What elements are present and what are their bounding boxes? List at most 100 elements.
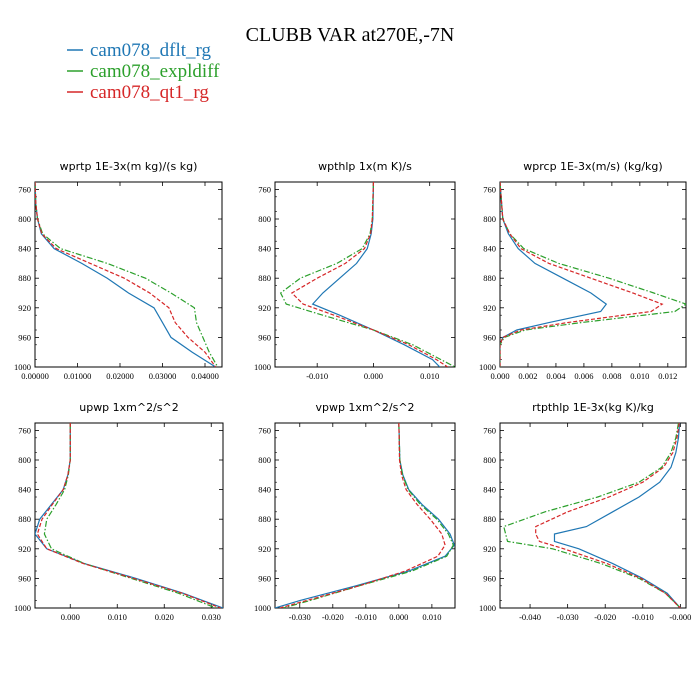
chart-panel: vpwp 1xm^2/s^2 760 800 840 880 920 960 1000 -0.0… <box>254 401 456 622</box>
chart-panel: wprtp 1E-3x(m kg)/(s kg) 760 800 840 880 920 9… <box>14 160 223 381</box>
legend: cam078_dflt_rgcam078_expldiffcam078_qt1_… <box>67 40 220 103</box>
y-tick-label: 1000 <box>14 603 31 613</box>
y-tick-label: 760 <box>483 425 496 435</box>
y-tick-label: 800 <box>483 214 496 224</box>
y-tick-label: 1000 <box>254 362 271 372</box>
series-line-cam078_qt1_rg <box>290 182 449 367</box>
x-tick-label: 0.010 <box>108 612 127 622</box>
series-line-cam078_expldiff <box>500 182 686 367</box>
x-tick-label: -0.030 <box>289 612 311 622</box>
x-tick-label: -0.010 <box>632 612 654 622</box>
series-line-cam078_dflt_rg <box>553 423 681 608</box>
chart-panel: wprcp 1E-3x(m/s) (kg/kg) 760 800 840 880 920 9… <box>479 160 687 381</box>
chart-panel: rtpthlp 1E-3x(kg K)/kg 760 800 840 880 920 960… <box>479 401 691 622</box>
y-tick-label: 840 <box>483 485 496 495</box>
x-tick-label: -0.040 <box>519 612 541 622</box>
chart-panel: upwp 1xm^2/s^2 760 800 840 880 920 960 1000 0.00… <box>14 401 224 622</box>
series-line-cam078_qt1_rg <box>36 423 221 608</box>
y-tick-label: 800 <box>483 455 496 465</box>
plot-frame <box>499 181 687 368</box>
series-line-cam078_qt1_rg <box>279 423 446 608</box>
series-line-cam078_expldiff <box>283 423 455 608</box>
y-tick-label: 840 <box>258 485 271 495</box>
x-tick-label: 0.012 <box>658 371 677 381</box>
chart-panels: wprtp 1E-3x(m kg)/(s kg) 760 800 840 880 920 9… <box>14 160 691 622</box>
y-tick-label: 880 <box>18 514 31 524</box>
legend-label: cam078_dflt_rg <box>90 40 212 61</box>
x-tick-label: 0.03000 <box>149 371 177 381</box>
series-line-cam078_dflt_rg <box>35 423 223 608</box>
x-tick-label: 0.002 <box>518 371 537 381</box>
x-tick-label: 0.000 <box>364 371 383 381</box>
panel-title: vpwp 1xm^2/s^2 <box>315 401 414 414</box>
x-tick-label: -0.030 <box>557 612 579 622</box>
x-tick-label: 0.008 <box>602 371 621 381</box>
x-tick-label: -0.020 <box>322 612 344 622</box>
x-tick-label: -0.010 <box>306 371 328 381</box>
y-tick-label: 880 <box>483 273 496 283</box>
x-tick-label: 0.00000 <box>21 371 49 381</box>
y-tick-label: 960 <box>483 332 496 342</box>
y-tick-label: 840 <box>483 244 496 254</box>
y-tick-label: 760 <box>258 184 271 194</box>
series-line-cam078_dflt_rg <box>311 182 441 367</box>
y-tick-label: 1000 <box>479 362 496 372</box>
y-tick-label: 880 <box>483 514 496 524</box>
x-tick-label: 0.000 <box>490 371 509 381</box>
x-tick-label: -0.020 <box>594 612 616 622</box>
y-tick-label: 960 <box>18 332 31 342</box>
series-line-cam078_dflt_rg <box>275 423 455 608</box>
y-tick-label: 840 <box>258 244 271 254</box>
y-tick-label: 760 <box>18 184 31 194</box>
y-tick-label: 920 <box>258 544 271 554</box>
legend-label: cam078_expldiff <box>90 61 220 82</box>
chart-panel: wpthlp 1x(m K)/s 760 800 840 880 920 960 1000 -0… <box>254 160 456 381</box>
x-tick-label: 0.000 <box>389 612 408 622</box>
y-tick-label: 760 <box>483 184 496 194</box>
y-tick-label: 880 <box>258 514 271 524</box>
y-tick-label: 800 <box>258 455 271 465</box>
series-line-cam078_qt1_rg <box>535 423 681 608</box>
x-tick-label: 0.01000 <box>64 371 92 381</box>
x-tick-label: 0.000 <box>61 612 80 622</box>
x-tick-label: 0.010 <box>420 371 439 381</box>
y-tick-label: 1000 <box>254 603 271 613</box>
y-tick-label: 960 <box>483 573 496 583</box>
y-tick-label: 960 <box>18 573 31 583</box>
x-tick-label: 0.010 <box>422 612 441 622</box>
series-line-cam078_qt1_rg <box>35 182 217 367</box>
series-line-cam078_dflt_rg <box>500 182 608 367</box>
y-tick-label: 1000 <box>479 603 496 613</box>
panel-title: wpthlp 1x(m K)/s <box>318 160 412 173</box>
series-line-cam078_dflt_rg <box>35 182 216 367</box>
x-tick-label: -0.010 <box>355 612 377 622</box>
plot-frame <box>34 181 223 368</box>
series-line-cam078_expldiff <box>279 182 455 367</box>
y-tick-label: 800 <box>258 214 271 224</box>
y-tick-label: 880 <box>18 273 31 283</box>
x-tick-label: 0.006 <box>574 371 593 381</box>
series-line-cam078_expldiff <box>503 423 681 608</box>
x-tick-label: 0.020 <box>155 612 174 622</box>
y-tick-label: 920 <box>18 544 31 554</box>
x-tick-label: 0.030 <box>202 612 221 622</box>
plot-frame <box>274 422 456 609</box>
series-line-cam078_qt1_rg <box>500 182 664 367</box>
x-tick-label: 0.04000 <box>191 371 219 381</box>
plot-frame <box>274 181 456 368</box>
y-tick-label: 880 <box>258 273 271 283</box>
y-tick-label: 760 <box>258 425 271 435</box>
y-tick-label: 840 <box>18 244 31 254</box>
y-tick-label: 800 <box>18 214 31 224</box>
panel-title: wprtp 1E-3x(m kg)/(s kg) <box>60 160 198 173</box>
y-tick-label: 920 <box>483 544 496 554</box>
x-tick-label: 0.02000 <box>106 371 134 381</box>
y-tick-label: 920 <box>483 303 496 313</box>
y-tick-label: 960 <box>258 332 271 342</box>
plot-frame <box>34 422 224 609</box>
panel-title: rtpthlp 1E-3x(kg K)/kg <box>532 401 654 414</box>
x-tick-label: -0.000 <box>669 612 691 622</box>
panel-title: upwp 1xm^2/s^2 <box>79 401 179 414</box>
plot-frame <box>499 422 687 609</box>
